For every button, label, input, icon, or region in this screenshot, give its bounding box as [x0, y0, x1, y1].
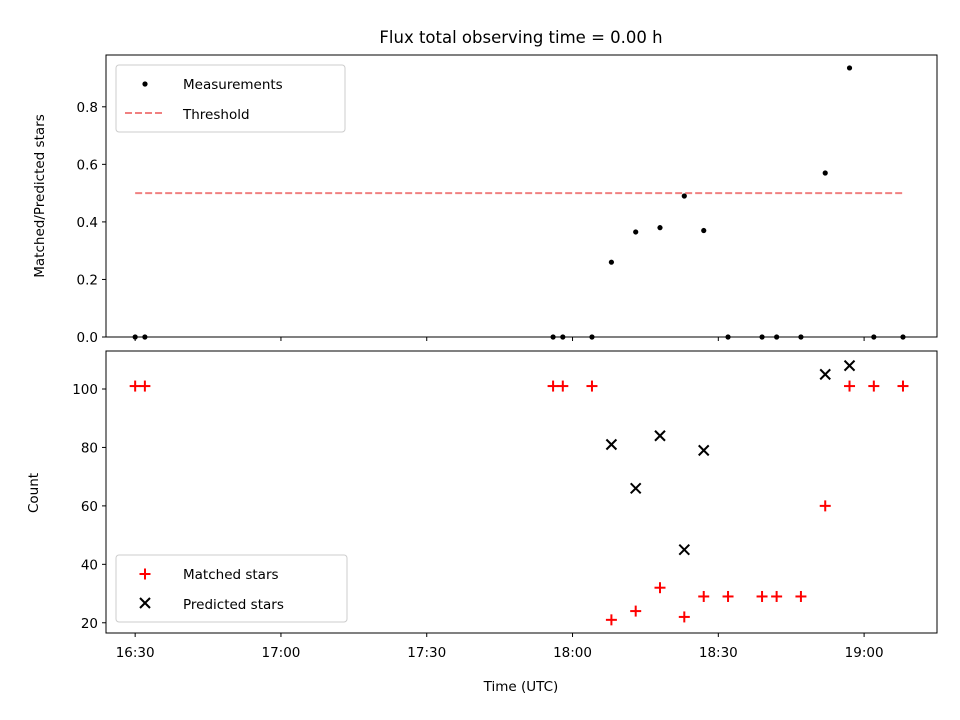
top-x-ticks: [134, 337, 865, 341]
predicted-star-point: [678, 544, 691, 556]
matched-star-point: [586, 380, 598, 392]
x-tick-label: 18:00: [553, 645, 592, 661]
legend-matched-marker: [139, 568, 151, 580]
matched-star-point: [771, 590, 783, 602]
matched-star-point: [722, 590, 734, 602]
top-legend: Measurements Threshold: [115, 64, 346, 133]
matched-star-point: [129, 380, 141, 392]
predicted-star-point: [629, 482, 642, 495]
matched-star-point: [557, 380, 569, 392]
x-tick-label: 16:30: [116, 645, 155, 661]
bottom-y-tick-label: 40: [81, 557, 98, 573]
x-axis-label: Time (UTC): [483, 679, 559, 695]
measurement-point: [608, 259, 615, 265]
predicted-star-point: [605, 438, 618, 451]
predicted-star-point: [698, 444, 710, 457]
top-y-tick-label: 0.2: [77, 272, 98, 288]
bottom-plot: 20 40 60 80 100 16:30 17:00 17:30 18:00 18:30 19:…: [72, 350, 938, 661]
top-plot: 0.0 0.2 0.4 0.6 0.8: [77, 54, 938, 346]
bottom-legend-box: [115, 554, 348, 623]
bottom-y-axis-label: Count: [26, 473, 42, 513]
matched-star-point: [795, 590, 807, 602]
measurement-point: [846, 65, 853, 71]
bottom-y-tick-label: 80: [81, 440, 98, 456]
predicted-star-point: [819, 368, 831, 381]
matched-star-point: [654, 582, 666, 594]
matched-star-point: [819, 500, 831, 512]
matched-star-point: [139, 380, 151, 392]
legend-predicted-label: Predicted stars: [183, 597, 284, 613]
bottom-axes-frame: [105, 350, 938, 634]
measurement-point: [822, 170, 828, 176]
matched-star-point: [630, 605, 642, 617]
x-tick-label: 17:30: [407, 645, 446, 661]
matched-star-point: [698, 590, 710, 602]
matched-star-point: [756, 590, 768, 602]
matched-star-point: [678, 611, 690, 623]
measurement-point: [681, 193, 687, 199]
top-y-tick-label: 0.8: [77, 100, 98, 116]
top-axes-frame: [105, 54, 938, 338]
bottom-data-layer: [129, 359, 909, 626]
bottom-y-tick-label: 100: [72, 382, 98, 398]
measurement-point: [633, 229, 639, 235]
matched-star-point: [844, 380, 856, 392]
measurement-point: [657, 225, 663, 231]
bottom-x-ticks: 16:30 17:00 17:30 18:00 18:30 19:00: [116, 633, 884, 661]
legend-measurements-marker: [142, 81, 148, 87]
predicted-star-point: [654, 430, 666, 442]
bottom-y-tick-label: 20: [81, 616, 98, 632]
matched-star-point: [897, 380, 909, 392]
predicted-star-point: [843, 359, 856, 372]
top-y-axis-label: Matched/Predicted stars: [32, 114, 48, 277]
legend-threshold-label: Threshold: [182, 107, 250, 123]
legend-measurements-label: Measurements: [183, 77, 283, 93]
x-tick-label: 17:00: [261, 645, 300, 661]
x-tick-label: 18:30: [699, 645, 738, 661]
matched-star-point: [868, 380, 880, 392]
matched-star-point: [547, 380, 559, 392]
legend-predicted-marker: [139, 597, 151, 609]
top-legend-box: [115, 64, 346, 133]
x-tick-label: 19:00: [845, 645, 884, 661]
chart-title: Flux total observing time = 0.00 h: [379, 28, 662, 47]
bottom-y-tick-label: 60: [81, 499, 98, 515]
top-y-tick-label: 0.6: [77, 157, 98, 173]
top-y-tick-label: 0.4: [77, 215, 98, 231]
matched-star-point: [605, 614, 617, 626]
legend-matched-label: Matched stars: [183, 567, 279, 583]
bottom-legend: Matched stars Predicted stars: [115, 554, 348, 623]
bottom-y-ticks: 20 40 60 80 100: [72, 382, 106, 632]
top-y-ticks: 0.0 0.2 0.4 0.6 0.8: [77, 100, 106, 346]
top-y-tick-label: 0.0: [77, 330, 98, 346]
measurement-point: [701, 227, 707, 234]
